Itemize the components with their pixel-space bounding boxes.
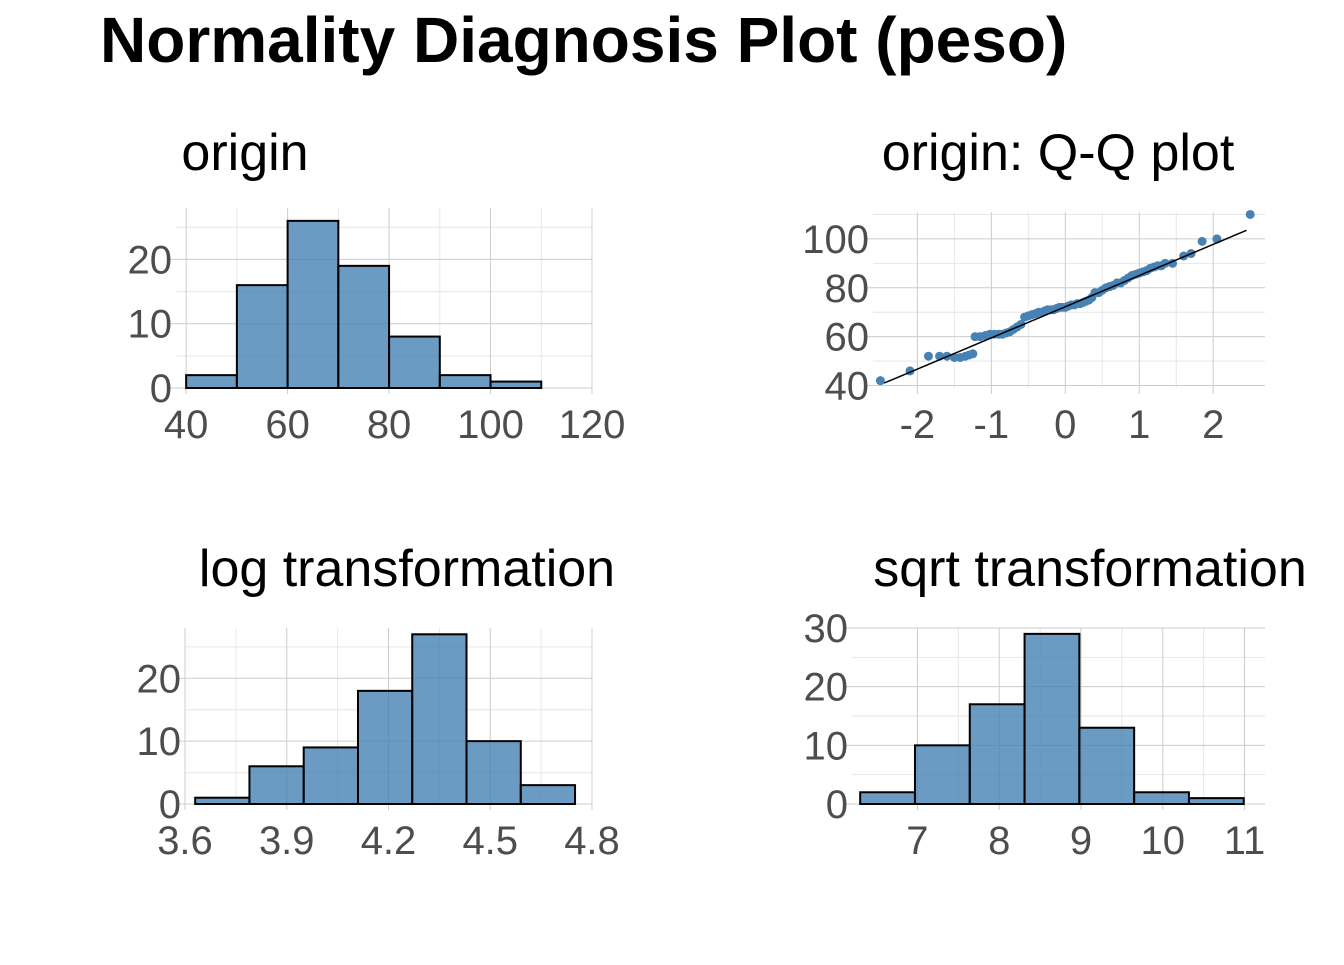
x-tick-label: 120 — [559, 403, 626, 447]
qq-point — [1197, 236, 1207, 246]
y-tick-label: 40 — [825, 365, 870, 409]
qq-point — [875, 376, 885, 386]
histogram-bar — [519, 784, 577, 806]
histogram-bar — [194, 796, 251, 806]
y-tick-label: 0 — [150, 367, 172, 411]
panel-title-origin: origin — [181, 124, 308, 182]
x-tick-label: -2 — [900, 403, 936, 447]
y-tick-label: 20 — [804, 666, 849, 710]
histogram-bar — [913, 744, 971, 805]
qq-reference-line — [883, 229, 1247, 384]
histogram-bar — [465, 740, 522, 806]
panel-log-histogram: log transformation 3.6 3.9 4.2 4.5 4.8 0 10 20 — [137, 540, 620, 863]
x-tick-label: 3.9 — [259, 819, 315, 863]
histogram-bar — [1023, 632, 1081, 805]
x-tick-label: 0 — [1054, 403, 1076, 447]
y-tick-label: 20 — [128, 238, 173, 282]
histogram-bar — [968, 703, 1026, 805]
x-tick-label: 80 — [367, 403, 412, 447]
x-tick-label: 1 — [1128, 403, 1150, 447]
x-tick-label: 10 — [1141, 819, 1186, 863]
panel-sqrt-histogram: sqrt transformation 7 8 9 10 11 0 10 20 30 — [804, 540, 1307, 863]
histogram-bar — [356, 689, 414, 805]
histogram-bar — [1078, 726, 1136, 806]
x-tick-label: 4.2 — [361, 819, 417, 863]
qq-point — [1245, 209, 1255, 219]
y-tick-label: 100 — [802, 218, 869, 262]
histogram-bar — [438, 374, 492, 389]
panel-origin-histogram: origin 40 60 80 100 120 0 10 20 — [128, 124, 626, 447]
x-tick-label: 2 — [1202, 403, 1224, 447]
panel-title-sqrt: sqrt transformation — [873, 540, 1307, 598]
y-tick-label: 30 — [804, 607, 849, 651]
histogram-bar — [489, 380, 543, 390]
histogram-bar — [248, 765, 305, 805]
histogram-bar — [1187, 797, 1245, 806]
histogram-bar — [235, 284, 289, 389]
histogram-bar — [1133, 791, 1190, 805]
y-tick-label: 10 — [804, 724, 849, 768]
x-tick-label: 60 — [265, 403, 310, 447]
page-title: Normality Diagnosis Plot (peso) — [100, 4, 1067, 76]
x-tick-label: -1 — [974, 403, 1010, 447]
x-tick-label: 9 — [1070, 819, 1092, 863]
x-tick-label: 11 — [1224, 819, 1266, 863]
x-tick-label: 4.5 — [462, 819, 518, 863]
panel-title-qq: origin: Q-Q plot — [882, 124, 1235, 182]
panel-title-log: log transformation — [199, 540, 615, 598]
histogram-bar — [859, 791, 916, 805]
qq-point — [923, 351, 933, 361]
y-tick-label: 0 — [159, 783, 181, 827]
y-tick-label: 10 — [137, 720, 182, 764]
grid — [873, 212, 1265, 388]
x-tick-label: 3.6 — [157, 819, 213, 863]
histogram-bar — [388, 335, 441, 390]
x-tick-label: 7 — [906, 819, 928, 863]
y-tick-label: 60 — [825, 316, 870, 360]
panel-origin-qq-plot: origin: Q-Q plot -2 -1 0 1 2 40 60 80 100 — [802, 124, 1265, 447]
histogram-bar — [302, 746, 359, 806]
histogram-bar — [411, 633, 468, 805]
x-tick-label: 8 — [988, 819, 1010, 863]
qq-point — [968, 349, 978, 359]
x-tick-label: 100 — [457, 403, 524, 447]
x-tick-label: 4.8 — [564, 819, 620, 863]
histogram-bar — [185, 374, 238, 389]
y-tick-label: 20 — [137, 657, 182, 701]
x-tick-label: 40 — [164, 403, 209, 447]
histogram-bar — [286, 219, 340, 389]
y-tick-label: 10 — [128, 303, 173, 347]
y-tick-label: 80 — [825, 267, 870, 311]
y-tick-label: 0 — [826, 783, 848, 827]
histogram-bar — [337, 264, 391, 390]
